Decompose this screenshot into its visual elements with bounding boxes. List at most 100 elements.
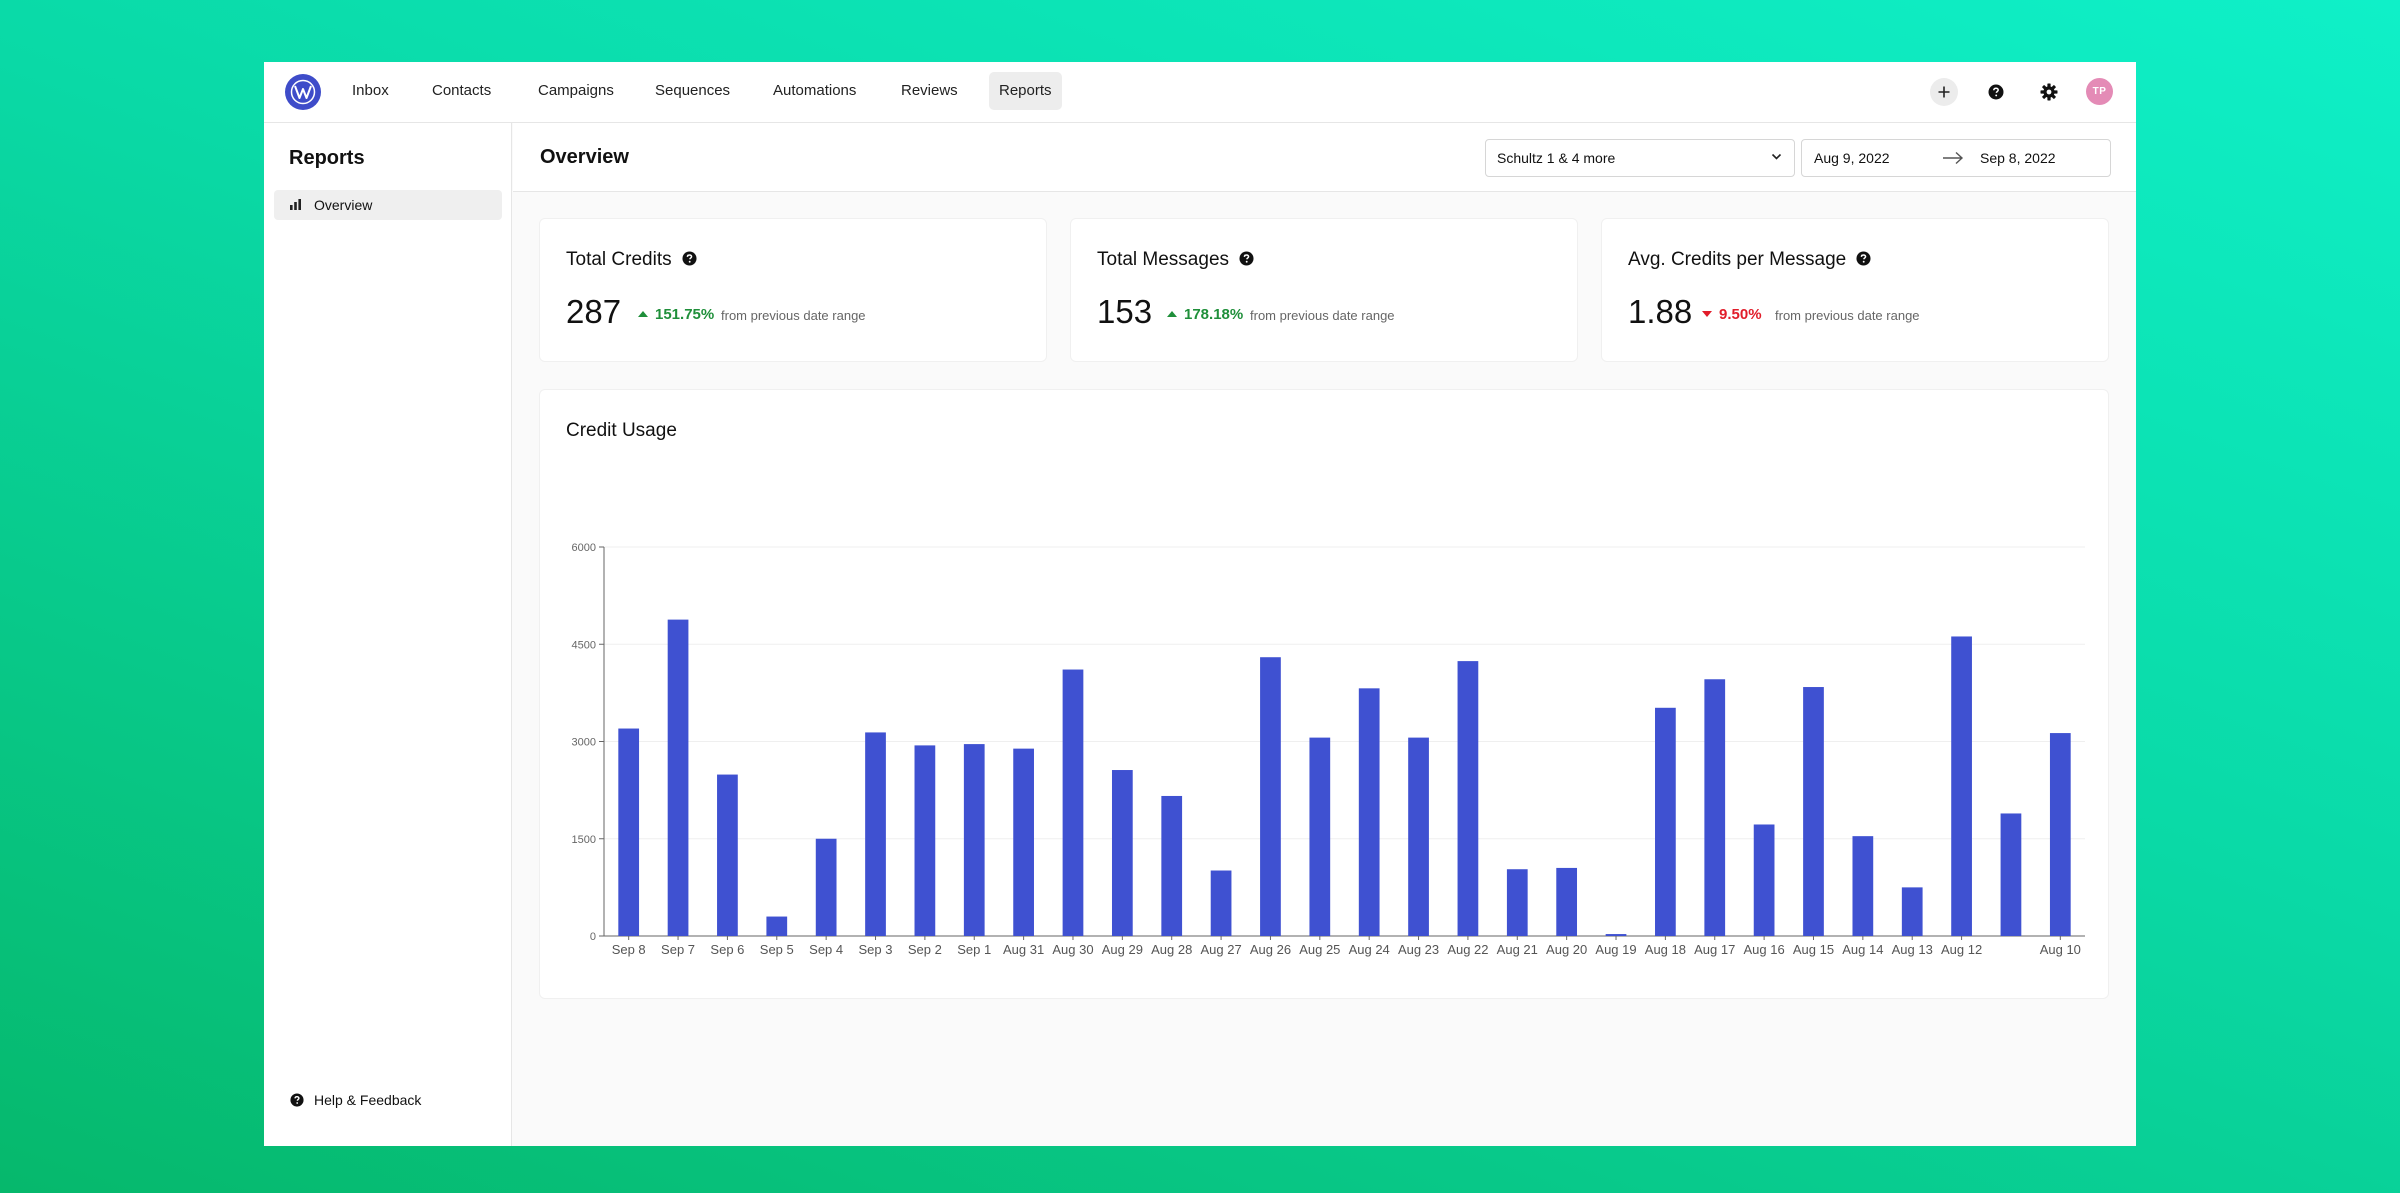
chart-bar	[1457, 661, 1479, 936]
chart-bar	[2049, 733, 2071, 936]
date-from-input[interactable]: Aug 9, 2022	[1814, 150, 1890, 166]
chart-bar	[1605, 934, 1627, 936]
chart-bar	[865, 732, 886, 936]
nav-reports[interactable]: Reports	[989, 72, 1062, 110]
stat-title: Avg. Credits per Message	[1628, 249, 1871, 271]
x-tick-label: Aug 21	[1497, 942, 1538, 957]
nav-contacts[interactable]: Contacts	[432, 82, 492, 99]
sidebar: Reports Overview Help & Feedback	[264, 123, 512, 1146]
stat-card-total-messages: Total Messages 153 178.18% from previous…	[1070, 218, 1578, 362]
question-circle-icon	[1988, 84, 2004, 100]
stat-title: Total Credits	[566, 249, 697, 271]
x-tick-label: Aug 16	[1744, 942, 1785, 957]
triangle-up-icon	[638, 311, 648, 317]
chart-bar	[1556, 867, 1578, 936]
chart-bar	[1803, 687, 1824, 936]
date-range-picker[interactable]: Aug 9, 2022 Sep 8, 2022	[1801, 139, 2111, 177]
chart-bar	[618, 728, 640, 936]
help-feedback-link[interactable]: Help & Feedback	[290, 1091, 421, 1109]
chart-bar	[1013, 748, 1034, 936]
help-feedback-label: Help & Feedback	[314, 1092, 422, 1108]
brand-logo[interactable]	[285, 74, 321, 110]
info-icon[interactable]	[1239, 251, 1254, 266]
top-navigation: Inbox Contacts Campaigns Sequences Autom…	[264, 62, 2136, 123]
plus-icon	[1938, 86, 1950, 98]
y-tick-label: 1500	[572, 834, 596, 846]
stat-title-text: Avg. Credits per Message	[1628, 249, 1847, 270]
stat-delta-value: 151.75%	[655, 306, 715, 323]
x-tick-label: Aug 30	[1052, 942, 1093, 957]
stat-value: 153	[1097, 293, 1153, 330]
nav-reviews[interactable]: Reviews	[901, 82, 958, 99]
chart-bar	[717, 774, 738, 936]
gear-icon	[2040, 83, 2058, 101]
x-tick-label: Aug 10	[2040, 942, 2081, 957]
chart-bar	[1111, 770, 1133, 936]
x-tick-label: Aug 27	[1200, 942, 1241, 957]
x-tick-label: Aug 29	[1102, 942, 1143, 957]
chart-bar	[1951, 636, 1972, 936]
stat-value: 1.88	[1628, 293, 1693, 330]
stat-note: from previous date range	[1775, 308, 1920, 323]
x-tick-label: Sep 5	[760, 942, 794, 957]
question-circle-icon	[290, 1093, 304, 1107]
x-tick-label: Sep 4	[809, 942, 843, 957]
stat-delta-value: 9.50%	[1719, 306, 1762, 323]
x-tick-label: Aug 15	[1793, 942, 1834, 957]
y-tick-label: 4500	[572, 639, 596, 651]
page-title: Overview	[540, 146, 629, 168]
logo-icon	[290, 79, 316, 105]
sidebar-item-overview[interactable]: Overview	[274, 190, 502, 220]
date-to-input[interactable]: Sep 8, 2022	[1980, 150, 2056, 166]
app-window: Inbox Contacts Campaigns Sequences Autom…	[264, 62, 2136, 1146]
chart-bar	[1506, 869, 1528, 936]
x-tick-label: Aug 23	[1398, 942, 1439, 957]
x-tick-label: Aug 17	[1694, 942, 1735, 957]
arrow-right-icon	[1943, 151, 1964, 165]
settings-button[interactable]	[2035, 78, 2063, 106]
stat-delta: 9.50%	[1702, 306, 1762, 323]
stat-delta: 178.18%	[1167, 306, 1243, 323]
chart-bar	[1210, 870, 1232, 936]
chevron-down-icon	[1771, 153, 1782, 160]
nav-automations[interactable]: Automations	[773, 82, 857, 99]
chart-bar	[963, 744, 985, 936]
chart-bar	[1753, 824, 1775, 936]
x-tick-label: Aug 24	[1349, 942, 1390, 957]
x-tick-label: Aug 31	[1003, 942, 1044, 957]
stat-delta: 151.75%	[638, 306, 714, 323]
stat-value: 287	[566, 293, 622, 330]
info-icon[interactable]	[682, 251, 697, 266]
nav-inbox[interactable]: Inbox	[352, 82, 389, 99]
x-tick-label: Aug 25	[1299, 942, 1340, 957]
location-select[interactable]: Schultz 1 & 4 more	[1485, 139, 1795, 177]
chart-bar	[914, 745, 936, 936]
info-icon[interactable]	[1856, 251, 1871, 266]
nav-campaigns[interactable]: Campaigns	[538, 82, 614, 99]
x-tick-label: Sep 3	[859, 942, 893, 957]
add-button[interactable]	[1930, 78, 1958, 106]
chart-bar	[1901, 887, 1923, 936]
y-tick-label: 0	[590, 931, 596, 943]
location-select-value: Schultz 1 & 4 more	[1497, 150, 1616, 166]
chart-bar	[2000, 813, 2022, 936]
user-avatar[interactable]: TP	[2086, 78, 2113, 105]
chart-bar	[1655, 707, 1676, 936]
chart-bar	[1408, 737, 1429, 936]
x-tick-label: Aug 20	[1546, 942, 1587, 957]
credit-usage-card: Credit Usage 0 1500 3000 4500 6000 Sep 8 Sep 7…	[539, 389, 2109, 999]
x-tick-label: Sep 7	[661, 942, 695, 957]
chart-bar	[667, 619, 689, 936]
chart-bar	[1161, 795, 1183, 936]
x-tick-label: Sep 6	[710, 942, 744, 957]
stat-delta-value: 178.18%	[1184, 306, 1244, 323]
bar-chart-icon	[290, 199, 301, 210]
x-tick-label: Sep 2	[908, 942, 942, 957]
nav-sequences[interactable]: Sequences	[655, 82, 731, 99]
x-tick-label: Aug 22	[1447, 942, 1488, 957]
x-tick-label: Aug 26	[1250, 942, 1291, 957]
stat-title: Total Messages	[1097, 249, 1254, 271]
y-tick-label: 6000	[572, 542, 596, 554]
x-tick-label: Sep 8	[612, 942, 646, 957]
help-button[interactable]	[1982, 78, 2010, 106]
